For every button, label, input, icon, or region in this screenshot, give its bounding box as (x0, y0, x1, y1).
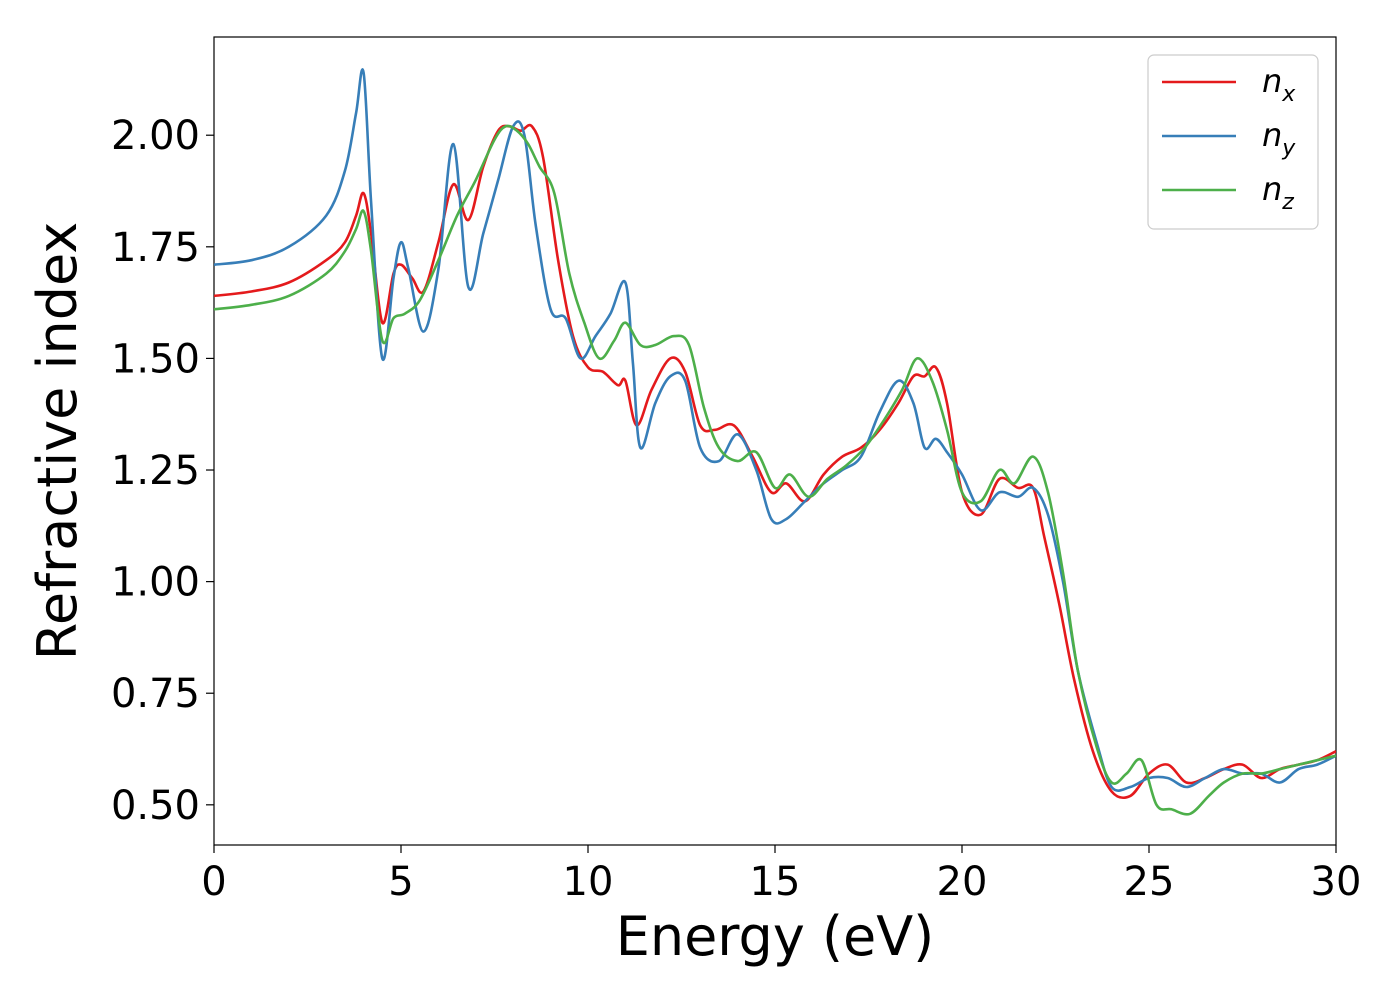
series-line-n-z (214, 124, 1336, 816)
x-tick-label: 25 (1124, 859, 1175, 905)
x-tick-label: 15 (750, 859, 801, 905)
x-tick-label: 10 (563, 859, 614, 905)
x-tick-label: 30 (1311, 859, 1362, 905)
x-axis: 0 5 10 15 20 25 30 (201, 845, 1361, 905)
x-axis-label: Energy (eV) (616, 905, 935, 968)
y-tick-label: 1.75 (111, 225, 200, 271)
x-tick-label: 5 (388, 859, 413, 905)
y-tick-label: 1.50 (111, 336, 200, 382)
y-axis-label: Refractive index (26, 222, 89, 661)
y-tick-label: 0.75 (111, 671, 200, 717)
legend-label-y: ny (1262, 116, 1296, 161)
legend-label-x: nx (1262, 62, 1296, 107)
x-tick-label: 20 (937, 859, 988, 905)
y-tick-label: 2.00 (111, 113, 200, 159)
series-line-n-y (214, 68, 1336, 792)
y-tick-label: 1.25 (111, 448, 200, 494)
series-line-n-x (214, 123, 1336, 800)
legend-label-z: nz (1262, 170, 1294, 215)
x-tick-label: 0 (201, 859, 226, 905)
y-tick-label: 0.50 (111, 783, 200, 829)
legend-box (1147, 54, 1319, 230)
y-axis: 0.50 0.75 1.00 1.25 1.50 1.75 2.00 (111, 113, 214, 829)
series-layer (214, 68, 1336, 816)
y-tick-label: 1.00 (111, 560, 200, 606)
legend: nx ny nz (1147, 54, 1319, 230)
